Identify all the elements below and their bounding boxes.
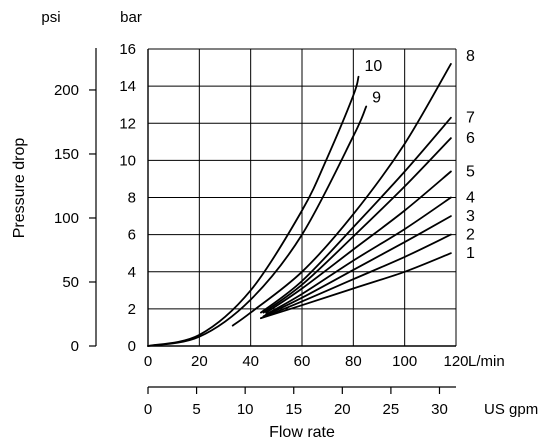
y2-tick-label: 150 xyxy=(54,146,79,163)
curve-5 xyxy=(265,170,452,314)
curve-4 xyxy=(265,196,452,316)
curve-label-8: 8 xyxy=(466,48,475,65)
y2-tick-label: 0 xyxy=(71,338,79,355)
curve-3 xyxy=(262,215,452,318)
x-tick-label: 60 xyxy=(294,353,311,370)
curve-6 xyxy=(262,137,452,314)
y2-tick-label: 200 xyxy=(54,82,79,99)
y-tick-label: 16 xyxy=(119,41,136,58)
curve-2 xyxy=(260,233,452,320)
x2-tick-label: 10 xyxy=(237,401,254,418)
curve-label-2: 2 xyxy=(466,227,475,244)
curve-label-10: 10 xyxy=(364,58,382,75)
grid xyxy=(147,48,457,347)
y-tick-label: 6 xyxy=(128,227,136,244)
y2-tick-label: 100 xyxy=(54,210,79,227)
y-tick-label: 14 xyxy=(119,78,136,95)
x2-tick-label: 0 xyxy=(144,401,152,418)
curve-label-5: 5 xyxy=(466,164,475,181)
x2-tick-label: 20 xyxy=(334,401,351,418)
curve-9 xyxy=(147,105,368,347)
x-unit-secondary: US gpm xyxy=(484,401,538,418)
y2-tick-label: 50 xyxy=(62,274,79,291)
curve-label-4: 4 xyxy=(466,190,475,207)
curves xyxy=(147,63,452,347)
y-tick-label: 2 xyxy=(128,301,136,318)
x2-tick-label: 30 xyxy=(431,401,448,418)
x2-tick-label: 5 xyxy=(192,401,200,418)
curve-10 xyxy=(147,75,360,347)
y-tick-label: 10 xyxy=(119,152,136,169)
y-unit-secondary: psi xyxy=(41,9,60,26)
x-unit-primary: L/min xyxy=(468,353,505,370)
x-tick-label: 0 xyxy=(144,353,152,370)
x-axis-title: Flow rate xyxy=(269,424,335,441)
curve-8 xyxy=(231,63,452,327)
curve-7 xyxy=(260,116,452,314)
y-tick-label: 12 xyxy=(119,115,136,132)
x2-tick-label: 25 xyxy=(383,401,400,418)
x2-tick-label: 15 xyxy=(285,401,302,418)
y-unit-primary: bar xyxy=(120,9,142,26)
x-tick-label: 120 xyxy=(443,353,468,370)
y-tick-label: 4 xyxy=(128,264,136,281)
curve-label-7: 7 xyxy=(466,110,475,127)
curve-1 xyxy=(260,252,452,320)
x-tick-label: 40 xyxy=(242,353,259,370)
y-tick-label: 0 xyxy=(128,338,136,355)
x-tick-label: 20 xyxy=(191,353,208,370)
curve-label-1: 1 xyxy=(466,245,475,262)
x-tick-label: 100 xyxy=(392,353,417,370)
x-tick-label: 80 xyxy=(345,353,362,370)
curve-label-3: 3 xyxy=(466,208,475,225)
curve-label-6: 6 xyxy=(466,130,475,147)
curve-label-9: 9 xyxy=(372,90,381,107)
y-tick-label: 8 xyxy=(128,190,136,207)
y-axis-title: Pressure drop xyxy=(11,138,28,239)
